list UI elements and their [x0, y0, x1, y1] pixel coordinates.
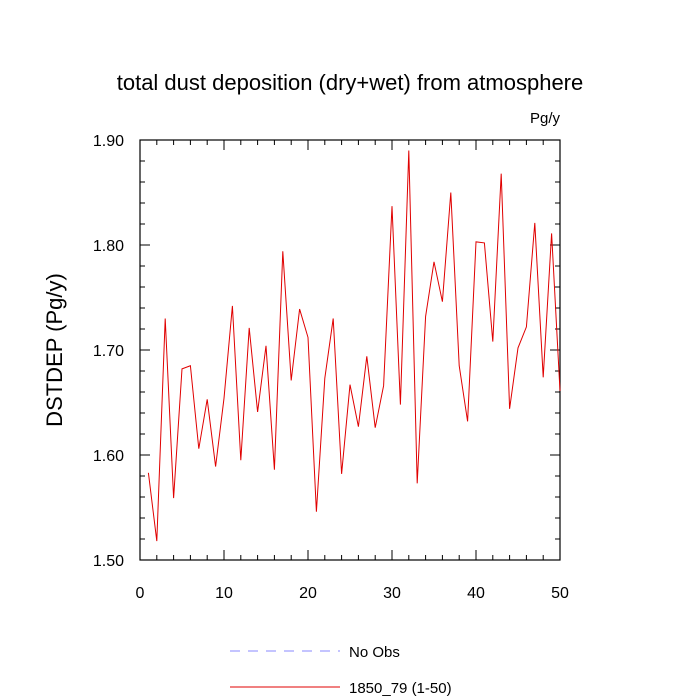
x-tick-label: 40	[467, 585, 485, 602]
y-tick-label: 1.90	[93, 133, 124, 150]
series-layer	[147, 150, 561, 542]
y-tick-label: 1.50	[93, 553, 124, 570]
x-tick-label: 10	[215, 585, 233, 602]
x-tick-label: 50	[551, 585, 569, 602]
chart-title: total dust deposition (dry+wet) from atm…	[117, 70, 584, 95]
units-label: Pg/y	[530, 110, 561, 127]
y-tick-label: 1.70	[93, 343, 124, 360]
x-tick-label: 20	[299, 585, 317, 602]
legend-label: 1850_79 (1-50)	[349, 680, 452, 697]
series-line-1850-79-1-50-	[147, 150, 561, 542]
y-tick-label: 1.60	[93, 448, 124, 465]
x-tick-label: 0	[136, 585, 145, 602]
y-tick-label: 1.80	[93, 238, 124, 255]
axis-tick-labels: 0 10 20 30 40 50 1.50 1.60 1.70 1.80 1.90	[93, 133, 569, 602]
legend: No Obs 1850_79 (1-50)	[230, 644, 452, 697]
y-axis-label: DSTDEP (Pg/y)	[42, 273, 67, 427]
plot-frame	[139, 139, 561, 561]
legend-label: No Obs	[349, 644, 400, 661]
axis-ticks	[139, 139, 561, 561]
x-tick-label: 30	[383, 585, 401, 602]
